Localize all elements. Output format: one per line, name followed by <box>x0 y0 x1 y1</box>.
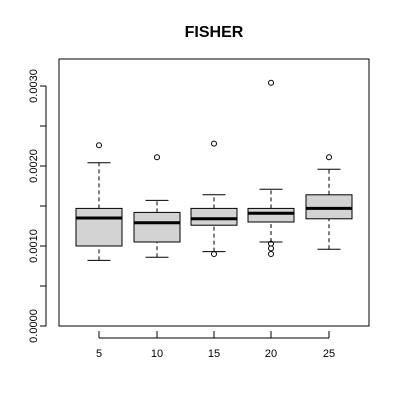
iqr-box <box>133 211 181 243</box>
y-tick-label: 0.0030 <box>28 69 40 103</box>
outlier-point <box>268 245 274 252</box>
plot-frame <box>58 58 370 327</box>
y-tick-label: 0.0020 <box>28 149 40 183</box>
y-axis: 0.0000 0.0010 0.0020 0.0030 <box>28 69 47 343</box>
box-10 <box>133 154 181 258</box>
chart-title: FISHER <box>185 24 244 41</box>
x-tick-label: 25 <box>323 348 335 360</box>
outlier-point <box>268 79 274 86</box>
boxes-group <box>75 79 353 261</box>
outlier-point <box>268 251 274 257</box>
outlier-point <box>96 142 102 149</box>
outlier-point <box>326 154 332 161</box>
iqr-box <box>305 194 353 220</box>
y-tick-label: 0.0010 <box>28 229 40 263</box>
x-tick-label: 5 <box>96 348 102 360</box>
outlier-point <box>154 154 160 161</box>
box-20 <box>247 79 295 257</box>
box-25 <box>305 154 353 250</box>
x-axis: 5 10 15 20 25 <box>96 331 335 360</box>
iqr-box <box>190 207 238 226</box>
x-tick-label: 20 <box>265 348 277 360</box>
iqr-box <box>247 207 295 223</box>
x-tick-label: 15 <box>208 348 220 360</box>
outlier-point <box>211 140 217 147</box>
y-tick-label: 0.0000 <box>28 309 40 343</box>
outlier-point <box>211 251 217 257</box>
box-5 <box>75 142 123 261</box>
x-tick-label: 10 <box>151 348 163 360</box>
box-15 <box>190 140 238 257</box>
iqr-box <box>75 207 123 247</box>
